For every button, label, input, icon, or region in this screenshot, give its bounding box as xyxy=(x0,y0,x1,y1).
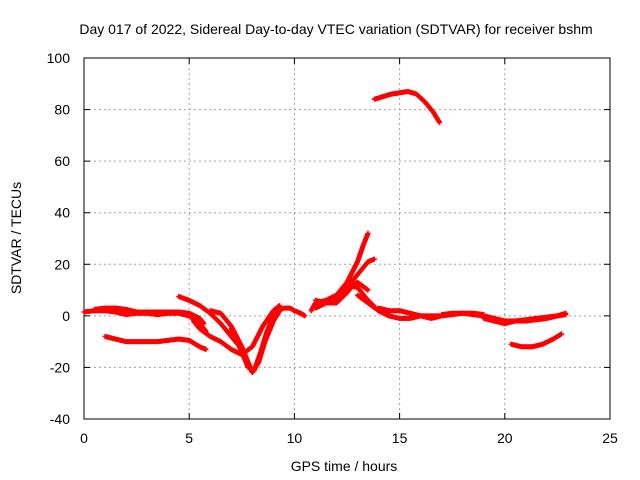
data-point xyxy=(201,321,207,327)
series-s14 xyxy=(376,305,445,319)
chart-title: Day 017 of 2022, Sidereal Day-to-day VTE… xyxy=(79,21,592,37)
y-tick-label: 40 xyxy=(54,205,70,221)
x-axis-label: GPS time / hours xyxy=(291,458,398,474)
x-tick-label: 25 xyxy=(602,430,618,446)
data-point xyxy=(302,313,308,319)
data-point xyxy=(559,331,565,337)
y-tick-label: 80 xyxy=(54,102,70,118)
x-tick-label: 15 xyxy=(392,430,408,446)
data-points xyxy=(81,89,569,376)
series-s2 xyxy=(92,305,207,327)
data-point xyxy=(437,119,443,125)
y-tick-label: 20 xyxy=(54,256,70,272)
data-point xyxy=(563,310,569,316)
y-axis-label: SDTVAR / TECUs xyxy=(8,182,24,294)
grid-lines xyxy=(84,58,610,419)
x-tick-label: 0 xyxy=(80,430,88,446)
x-tick-label: 10 xyxy=(287,430,303,446)
x-tick-label: 20 xyxy=(497,430,513,446)
y-tick-label: -20 xyxy=(50,359,70,375)
y-tick-label: 60 xyxy=(54,153,70,169)
data-point xyxy=(371,256,377,262)
y-tick-label: 0 xyxy=(62,308,70,324)
y-tick-label: 100 xyxy=(47,50,71,66)
plot-frame xyxy=(83,57,611,420)
series-s17 xyxy=(481,310,569,327)
series-s8 xyxy=(275,305,308,319)
x-tick-label: 5 xyxy=(185,430,193,446)
data-point xyxy=(365,287,371,293)
series-s7 xyxy=(228,305,281,373)
y-tick-label: -40 xyxy=(50,411,70,427)
series-s3 xyxy=(102,333,209,352)
data-point xyxy=(203,346,209,352)
y-tick-labels: -40 -20 0 20 40 60 80 100 xyxy=(47,50,71,427)
axis-ticks xyxy=(83,57,611,420)
series-s18 xyxy=(508,331,565,350)
data-point xyxy=(365,230,371,236)
series-s15 xyxy=(371,89,443,125)
data-point xyxy=(277,303,283,309)
x-tick-labels: 0 5 10 15 20 25 xyxy=(80,430,618,446)
